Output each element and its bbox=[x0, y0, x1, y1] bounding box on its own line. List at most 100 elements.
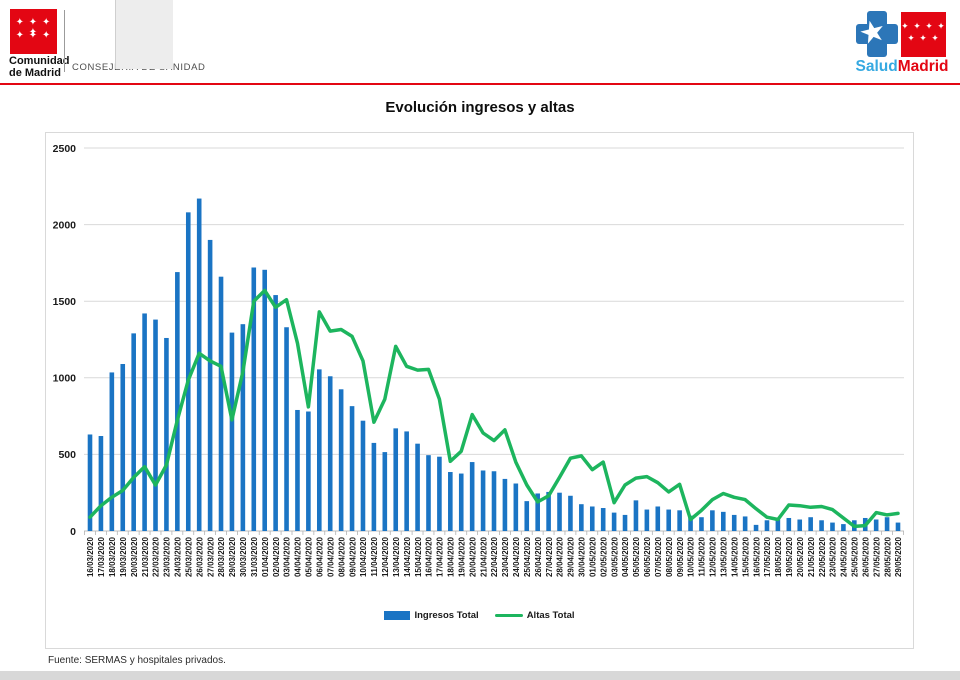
x-axis-date-label: 22/04/2020 bbox=[490, 536, 499, 577]
ingresos-bar[interactable] bbox=[622, 514, 628, 531]
ingresos-bar[interactable] bbox=[731, 514, 737, 531]
ingresos-bar[interactable] bbox=[284, 327, 289, 531]
x-axis-date-label: 06/04/2020 bbox=[315, 536, 324, 577]
ingresos-bar[interactable] bbox=[164, 337, 169, 531]
ingresos-bar[interactable] bbox=[884, 517, 890, 531]
ingresos-bar[interactable] bbox=[404, 431, 409, 531]
y-axis-tick-label: 1000 bbox=[53, 373, 77, 385]
ingresos-bar[interactable] bbox=[98, 436, 104, 531]
ingresos-bar[interactable] bbox=[502, 478, 508, 531]
ingresos-bar[interactable] bbox=[579, 504, 584, 531]
ingresos-bar[interactable] bbox=[546, 491, 551, 531]
header-divider bbox=[64, 10, 65, 72]
x-axis-date-label: 26/04/2020 bbox=[534, 536, 543, 577]
ingresos-bar[interactable] bbox=[393, 428, 399, 531]
ingresos-bar[interactable] bbox=[677, 510, 682, 531]
ingresos-bar[interactable] bbox=[240, 324, 246, 531]
ingresos-bar[interactable] bbox=[535, 493, 540, 531]
ingresos-bar[interactable] bbox=[524, 501, 530, 531]
x-axis-date-label: 17/05/2020 bbox=[763, 536, 772, 577]
ingresos-bar[interactable] bbox=[295, 409, 300, 531]
ingresos-bar[interactable] bbox=[568, 495, 573, 531]
ingresos-bar[interactable] bbox=[382, 452, 388, 531]
ingresos-bar[interactable] bbox=[142, 313, 147, 531]
ingresos-bar[interactable] bbox=[87, 434, 93, 531]
ingresos-bar[interactable] bbox=[633, 500, 639, 531]
ingresos-bar[interactable] bbox=[196, 198, 202, 531]
ingresos-bar[interactable] bbox=[371, 442, 377, 531]
ingresos-bar[interactable] bbox=[458, 473, 464, 531]
ingresos-bar[interactable] bbox=[513, 483, 519, 531]
ingresos-bar[interactable] bbox=[153, 319, 158, 531]
ingresos-bar[interactable] bbox=[666, 509, 672, 531]
header-red-rule bbox=[0, 83, 960, 85]
ingresos-bar[interactable] bbox=[131, 333, 136, 531]
ingresos-bar[interactable] bbox=[644, 509, 650, 531]
ingresos-bar[interactable] bbox=[262, 269, 268, 531]
x-axis-date-label: 15/05/2020 bbox=[741, 536, 750, 577]
org-name: Comunidad de Madrid bbox=[9, 55, 70, 79]
ingresos-bar[interactable] bbox=[742, 516, 748, 531]
x-axis-date-label: 28/05/2020 bbox=[883, 536, 892, 577]
ingresos-bar[interactable] bbox=[448, 472, 453, 531]
ingresos-bar[interactable] bbox=[491, 471, 497, 531]
ingresos-bar[interactable] bbox=[557, 492, 562, 531]
x-axis-date-label: 12/04/2020 bbox=[381, 536, 390, 577]
ingresos-bar[interactable] bbox=[109, 372, 115, 531]
x-axis-date-label: 22/03/2020 bbox=[152, 536, 161, 577]
ingresos-bar[interactable] bbox=[841, 524, 846, 531]
altas-line[interactable] bbox=[88, 288, 900, 529]
ingresos-bar[interactable] bbox=[480, 470, 486, 531]
x-axis-date-label: 30/04/2020 bbox=[578, 536, 587, 577]
ingresos-bar[interactable] bbox=[655, 506, 661, 531]
ingresos-bar[interactable] bbox=[229, 332, 235, 531]
ingresos-bar[interactable] bbox=[895, 522, 901, 531]
x-axis-date-label: 23/04/2020 bbox=[501, 536, 510, 577]
ingresos-bar[interactable] bbox=[120, 364, 126, 531]
ingresos-bar[interactable] bbox=[786, 517, 792, 531]
ingresos-bar[interactable] bbox=[797, 519, 803, 531]
ingresos-bar[interactable] bbox=[710, 510, 715, 531]
ingresos-bar[interactable] bbox=[415, 443, 420, 531]
altas-swatch-icon bbox=[494, 613, 523, 618]
ingresos-bar[interactable] bbox=[338, 389, 344, 531]
x-axis-date-label: 12/05/2020 bbox=[709, 536, 718, 577]
ingresos-bar[interactable] bbox=[306, 411, 311, 531]
legend-item-altas[interactable]: Altas Total bbox=[494, 610, 575, 621]
ingresos-bar[interactable] bbox=[207, 239, 213, 532]
ingresos-bar[interactable] bbox=[175, 272, 180, 531]
ingresos-bar[interactable] bbox=[327, 376, 333, 531]
ingresos-bar[interactable] bbox=[251, 267, 257, 531]
x-axis-date-label: 06/05/2020 bbox=[643, 536, 652, 577]
ingresos-bar[interactable] bbox=[426, 455, 431, 531]
x-axis-date-label: 31/03/2020 bbox=[250, 536, 259, 577]
ingresos-bar[interactable] bbox=[349, 406, 355, 531]
ingresos-bar[interactable] bbox=[600, 508, 606, 531]
ingresos-bar[interactable] bbox=[764, 520, 770, 531]
ingresos-bar[interactable] bbox=[830, 522, 835, 531]
ingresos-bar[interactable] bbox=[808, 517, 813, 531]
ingresos-bar[interactable] bbox=[720, 511, 726, 531]
x-axis-date-label: 11/04/2020 bbox=[370, 536, 379, 576]
x-axis-date-label: 02/04/2020 bbox=[272, 536, 281, 577]
legend-item-ingresos[interactable]: Ingresos Total bbox=[384, 610, 479, 621]
ingresos-bar[interactable] bbox=[437, 456, 442, 531]
ingresos-bar[interactable] bbox=[688, 515, 693, 531]
ingresos-bar[interactable] bbox=[819, 520, 824, 531]
ingresos-bar[interactable] bbox=[699, 517, 704, 531]
x-axis-date-label: 17/03/2020 bbox=[97, 536, 106, 577]
ingresos-bar[interactable] bbox=[469, 462, 475, 531]
ingresos-bar[interactable] bbox=[775, 519, 781, 531]
ingresos-bar[interactable] bbox=[589, 506, 595, 531]
flag-stars-icon: ✦ ✦ ✦ bbox=[907, 33, 940, 43]
x-axis-date-label: 13/05/2020 bbox=[719, 536, 728, 577]
ingresos-bar[interactable] bbox=[273, 295, 278, 531]
ingresos-bar[interactable] bbox=[753, 524, 759, 531]
ingresos-bar[interactable] bbox=[185, 212, 191, 531]
ingresos-bar[interactable] bbox=[360, 420, 366, 531]
x-axis-date-label: 29/05/2020 bbox=[894, 536, 903, 577]
ingresos-bar[interactable] bbox=[316, 369, 322, 531]
ingresos-bar[interactable] bbox=[218, 276, 224, 531]
ingresos-bar[interactable] bbox=[873, 519, 879, 531]
ingresos-bar[interactable] bbox=[611, 512, 617, 531]
